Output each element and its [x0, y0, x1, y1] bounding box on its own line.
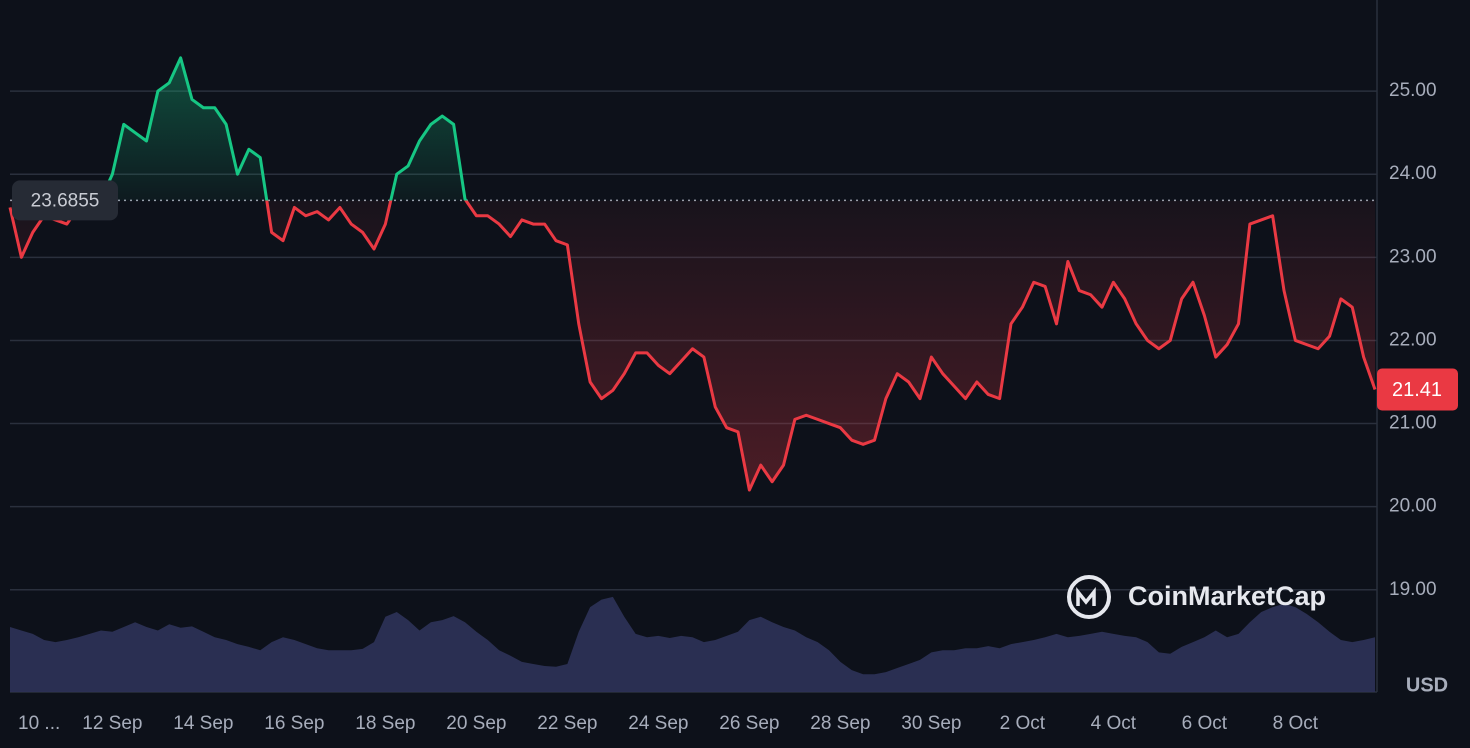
x-tick-label: 12 Sep [82, 713, 142, 734]
y-tick-label: 22.00 [1389, 329, 1437, 350]
x-tick-label: 18 Sep [355, 713, 415, 734]
price-area-fill [10, 57, 1375, 491]
x-tick-label: 28 Sep [810, 713, 870, 734]
watermark-text: CoinMarketCap [1128, 581, 1326, 611]
watermark-logo-mark [1076, 587, 1096, 606]
last-price-tag [1377, 368, 1458, 411]
watermark: CoinMarketCap [1067, 575, 1326, 619]
x-tick-label: 16 Sep [264, 713, 324, 734]
x-tick-label: 14 Sep [173, 713, 233, 734]
y-unit: USD [1406, 674, 1448, 696]
x-tick-label: 6 Oct [1182, 713, 1228, 734]
x-tick-label: 20 Sep [446, 713, 506, 734]
x-tick-label: 2 Oct [1000, 713, 1046, 734]
x-tick-label: 30 Sep [901, 713, 961, 734]
baseline-label-box [12, 180, 118, 221]
y-tick-label: 19.00 [1389, 579, 1437, 600]
y-tick-label: 21.00 [1389, 413, 1437, 434]
volume-area [10, 596, 1375, 692]
y-tick-label: 23.00 [1389, 246, 1437, 267]
x-tick-label: 22 Sep [537, 713, 597, 734]
watermark-logo [1067, 575, 1111, 619]
last-price-label: 21.41 [1392, 379, 1442, 401]
x-tick-label: 4 Oct [1091, 713, 1137, 734]
y-tick-label: 20.00 [1389, 496, 1437, 517]
x-tick-label: 24 Sep [628, 713, 688, 734]
x-tick-label: 26 Sep [719, 713, 779, 734]
baseline-label: 23.6855 [31, 190, 100, 211]
y-tick-label: 24.00 [1389, 163, 1437, 184]
x-tick-label: 10 ... [18, 713, 60, 734]
y-tick-label: 25.00 [1389, 80, 1437, 101]
x-tick-label: 8 Oct [1273, 713, 1319, 734]
price-line [8, 56, 1377, 492]
